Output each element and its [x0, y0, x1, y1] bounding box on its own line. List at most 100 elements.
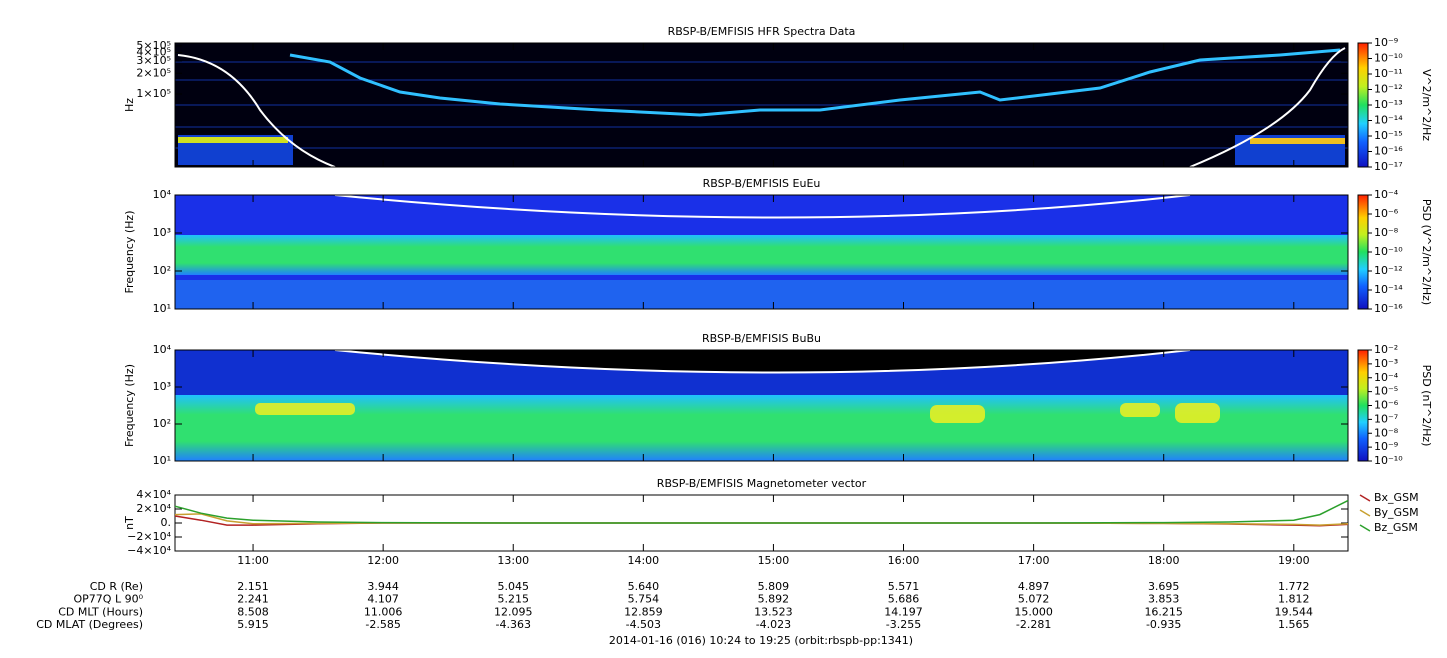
legend-label: By_GSM [1374, 506, 1419, 519]
y-tick-label: 2×10⁵ [136, 66, 171, 79]
x-tick-label: 19:00 [1278, 554, 1310, 567]
y-tick-label: 4×10⁵ [136, 46, 171, 59]
ephemeris-label: CD MLT (Hours) [58, 605, 143, 618]
colorbar-label: PSD (V^2/m^2/Hz) [1420, 199, 1433, 305]
colorbar-tick-label: 10⁻¹² [1374, 264, 1403, 277]
x-tick-label: 13:00 [497, 554, 529, 567]
ephemeris-value: 5.072 [1018, 593, 1050, 606]
x-tick-label: 15:00 [758, 554, 790, 567]
y-tick-label: 10² [153, 264, 171, 277]
y-tick-label: 10⁴ [153, 343, 172, 356]
colorbar-tick-label: 10⁻⁶ [1374, 207, 1399, 220]
y-tick-label: 10² [153, 417, 171, 430]
colorbar-tick-label: 10⁻⁹ [1374, 36, 1398, 49]
ephemeris-value: -4.363 [496, 618, 531, 631]
colorbar [1357, 349, 1369, 462]
colorbar-tick-label: 10⁻⁴ [1374, 371, 1399, 384]
y-tick-label: −4×10⁴ [127, 544, 171, 557]
ephemeris-value: 5.045 [497, 580, 529, 593]
y-axis-label: nT [123, 516, 136, 530]
ephemeris-value: 16.215 [1144, 605, 1183, 618]
y-tick-label: −2×10⁴ [127, 530, 171, 543]
footer: 2014-01-16 (016) 10:24 to 19:25 (orbit:r… [609, 634, 913, 647]
colorbar [1357, 42, 1369, 168]
x-tick-label: 14:00 [627, 554, 659, 567]
plot-frame [174, 194, 1349, 310]
colorbar-tick-label: 10⁻¹⁶ [1374, 302, 1403, 315]
ephemeris-value: 5.754 [628, 593, 660, 606]
ephemeris-value: 5.215 [497, 593, 529, 606]
colorbar-tick-label: 10⁻¹⁴ [1374, 283, 1403, 296]
y-tick-label: 3×10⁵ [136, 54, 171, 67]
y-tick-label: 10¹ [153, 302, 171, 315]
x-tick-label: 11:00 [237, 554, 269, 567]
colorbar-tick-label: 10⁻³ [1374, 357, 1398, 370]
y-tick-label: 10³ [153, 380, 171, 393]
chart-title: RBSP-B/EMFISIS HFR Spectra Data [668, 25, 856, 38]
colorbar-tick-label: 10⁻⁴ [1374, 188, 1399, 201]
x-tick-label: 17:00 [1018, 554, 1050, 567]
colorbar-tick-label: 10⁻¹⁴ [1374, 114, 1403, 127]
colorbar-tick-label: 10⁻¹² [1374, 83, 1403, 96]
series-line [174, 499, 1349, 524]
y-axis-label: Frequency (Hz) [123, 211, 136, 294]
ephemeris-value: -2.281 [1016, 618, 1051, 631]
ephemeris-value: -3.255 [886, 618, 921, 631]
ephemeris-value: -4.023 [756, 618, 791, 631]
ephemeris-value: 8.508 [237, 605, 269, 618]
colorbar-tick-label: 10⁻¹⁰ [1374, 454, 1403, 467]
ephemeris-value: 12.095 [494, 605, 533, 618]
y-tick-label: 4×10⁴ [136, 488, 171, 501]
y-tick-label: 0. [161, 516, 172, 529]
y-tick-label: 2×10⁴ [136, 502, 171, 515]
colorbar-tick-label: 10⁻¹⁵ [1374, 129, 1403, 142]
ephemeris-value: 4.897 [1018, 580, 1050, 593]
ephemeris-value: 5.915 [237, 618, 269, 631]
ephemeris-value: 3.944 [367, 580, 399, 593]
chart-title: RBSP-B/EMFISIS EuEu [703, 177, 821, 190]
legend-swatch [1359, 494, 1371, 502]
colorbar-label: V^2/m^2/Hz [1420, 69, 1433, 141]
colorbar-tick-label: 10⁻¹⁷ [1374, 160, 1403, 173]
legend-swatch [1359, 509, 1371, 517]
ephemeris-value: 3.853 [1148, 593, 1180, 606]
y-tick-label: 5×10⁵ [136, 39, 171, 52]
legend-label: Bx_GSM [1374, 491, 1419, 504]
ephemeris-value: 5.640 [628, 580, 660, 593]
ephemeris-value: -2.585 [365, 618, 400, 631]
ephemeris-value: 11.006 [364, 605, 403, 618]
ephemeris-value: 1.772 [1278, 580, 1310, 593]
ephemeris-value: 5.809 [758, 580, 790, 593]
ephemeris-value: 2.151 [237, 580, 269, 593]
colorbar-tick-label: 10⁻⁶ [1374, 399, 1399, 412]
ephemeris-value: 5.571 [888, 580, 920, 593]
ephemeris-label: CD R (Re) [90, 580, 143, 593]
x-tick-label: 16:00 [888, 554, 920, 567]
y-axis-label: Hz [123, 98, 136, 112]
plot-frame [174, 349, 1349, 462]
colorbar-tick-label: 10⁻¹¹ [1374, 67, 1403, 80]
colorbar-tick-label: 10⁻⁵ [1374, 385, 1398, 398]
legend-label: Bz_GSM [1374, 521, 1418, 534]
colorbar-tick-label: 10⁻² [1374, 343, 1398, 356]
colorbar [1357, 194, 1369, 310]
ephemeris-value: 15.000 [1014, 605, 1053, 618]
y-tick-label: 10¹ [153, 454, 171, 467]
colorbar-tick-label: 10⁻⁷ [1374, 412, 1398, 425]
x-tick-label: 18:00 [1148, 554, 1180, 567]
ephemeris-value: 12.859 [624, 605, 663, 618]
ephemeris-value: 2.241 [237, 593, 269, 606]
ephemeris-label: OP77Q L 90⁰ [74, 593, 144, 606]
ephemeris-value: 13.523 [754, 605, 793, 618]
x-tick-label: 12:00 [367, 554, 399, 567]
colorbar-tick-label: 10⁻⁸ [1374, 226, 1399, 239]
colorbar-tick-label: 10⁻¹³ [1374, 98, 1403, 111]
y-tick-label: 10⁴ [153, 188, 172, 201]
colorbar-tick-label: 10⁻⁸ [1374, 426, 1399, 439]
legend-swatch [1359, 524, 1371, 532]
ephemeris-value: 1.812 [1278, 593, 1310, 606]
ephemeris-value: 3.695 [1148, 580, 1180, 593]
spectrogram-image [175, 43, 1348, 461]
